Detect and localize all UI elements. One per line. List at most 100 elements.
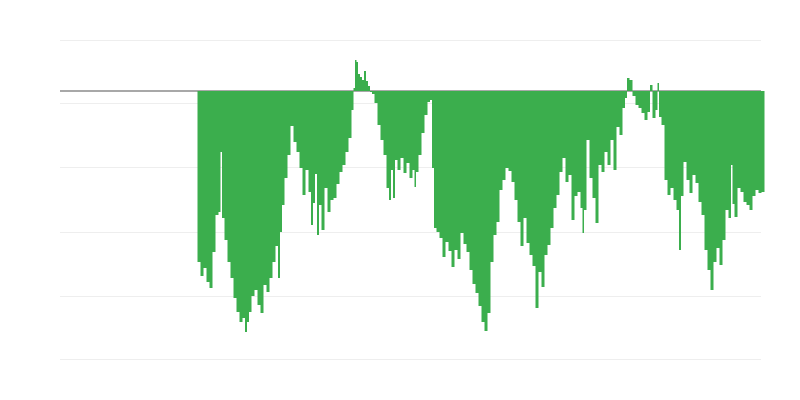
area-column: [722, 91, 726, 240]
area-column: [520, 91, 524, 246]
area-column: [616, 91, 620, 127]
area-column: [544, 91, 548, 255]
area-column: [386, 91, 389, 188]
area-column: [586, 91, 590, 140]
area-column: [239, 91, 243, 322]
area-column: [692, 91, 696, 175]
area-column: [584, 91, 587, 210]
area-column: [315, 91, 317, 174]
area-column: [707, 91, 711, 270]
area-column: [203, 91, 207, 268]
area-column: [487, 91, 491, 313]
area-column: [610, 91, 614, 140]
area-column: [324, 91, 328, 188]
area-column: [547, 91, 551, 245]
area-column: [550, 91, 554, 228]
area-column: [681, 91, 684, 196]
area-column: [249, 91, 252, 312]
area-column: [559, 91, 563, 172]
area-column: [638, 91, 642, 108]
gridline: [60, 40, 761, 41]
area-column: [749, 91, 753, 210]
area-column: [595, 91, 599, 223]
area-column: [490, 91, 494, 262]
area-column: [562, 91, 566, 158]
area-column: [553, 91, 557, 208]
area-column: [287, 91, 291, 155]
area-column: [305, 91, 309, 170]
area-column: [667, 91, 671, 195]
gridline: [60, 359, 761, 360]
area-column: [734, 91, 738, 217]
area-column: [670, 91, 674, 188]
area-column: [230, 91, 234, 278]
area-column: [327, 91, 331, 212]
area-column: [377, 91, 381, 125]
area-column: [523, 91, 527, 218]
area-column: [406, 91, 410, 163]
area-column: [272, 91, 276, 262]
area-column: [475, 91, 479, 293]
area-column: [625, 91, 627, 98]
area-column: [601, 91, 605, 172]
area-column: [333, 91, 337, 198]
area-column: [215, 91, 219, 215]
area-column: [372, 91, 375, 94]
area-column: [713, 91, 717, 262]
area-column: [652, 91, 656, 118]
area-column: [701, 91, 705, 215]
area-column: [740, 91, 744, 192]
area-column: [222, 91, 225, 218]
area-column: [607, 91, 611, 165]
area-column: [698, 91, 702, 202]
area-column: [247, 91, 249, 322]
area-column: [511, 91, 515, 182]
area-column: [342, 91, 346, 165]
area-column: [370, 91, 372, 92]
area-column: [421, 91, 425, 133]
area-column: [290, 91, 294, 126]
area-column: [391, 91, 393, 170]
area-column: [556, 91, 560, 195]
area-column: [743, 91, 747, 202]
area-column: [664, 91, 668, 180]
area-column: [263, 91, 267, 285]
area-column: [362, 80, 364, 91]
area-column: [311, 91, 313, 225]
area-column: [400, 91, 404, 158]
area-column: [351, 91, 354, 110]
area-column: [319, 91, 322, 205]
area-column: [233, 91, 237, 298]
area-column: [526, 91, 530, 243]
area-column: [472, 91, 476, 284]
area-column: [695, 91, 699, 183]
gridline: [60, 296, 761, 297]
area-column: [403, 91, 407, 173]
area-column: [355, 60, 357, 91]
area-column: [432, 91, 434, 168]
area-column: [650, 85, 653, 91]
area-column: [478, 91, 482, 306]
area-column: [313, 91, 315, 203]
area-column: [655, 91, 658, 110]
area-column: [517, 91, 521, 222]
area-column: [499, 91, 503, 190]
area-column: [532, 91, 536, 266]
area-column: [454, 91, 458, 250]
area-column: [577, 91, 581, 192]
area-column: [412, 91, 415, 170]
area-column: [622, 91, 625, 108]
area-column: [353, 88, 355, 91]
area-column: [571, 91, 575, 220]
area-column: [535, 91, 539, 308]
area-column: [574, 91, 578, 196]
area-column: [397, 91, 401, 170]
area-column: [330, 91, 334, 200]
area-column: [716, 91, 720, 248]
area-column: [356, 62, 358, 91]
area-column: [434, 91, 437, 228]
area-column: [280, 91, 282, 232]
area-column: [245, 91, 247, 332]
area-column: [580, 91, 583, 208]
